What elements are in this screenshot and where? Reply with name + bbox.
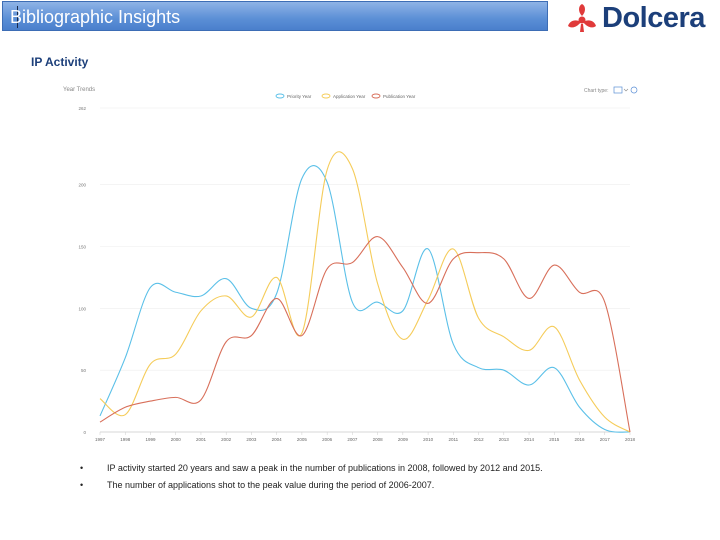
text-caret xyxy=(17,6,18,28)
notes-list: • IP activity started 20 years and saw a … xyxy=(80,460,700,494)
bullet-marker: • xyxy=(80,480,84,490)
chevron-down-icon xyxy=(623,88,629,92)
x-tick-label: 2018 xyxy=(625,437,636,442)
list-item: • The number of applications shot to the … xyxy=(80,477,700,494)
legend-label: Priority Year xyxy=(287,94,312,99)
x-tick-label: 2017 xyxy=(600,437,611,442)
x-tick-label: 2015 xyxy=(549,437,560,442)
title-bar: Bibliographic Insights xyxy=(2,1,548,31)
legend-label: Publication Year xyxy=(383,94,416,99)
x-tick-label: 2005 xyxy=(297,437,308,442)
x-tick-label: 1998 xyxy=(120,437,131,442)
legend-swatch xyxy=(275,93,285,99)
dolcera-logo-icon xyxy=(568,4,596,32)
page-title: Bibliographic Insights xyxy=(10,7,181,27)
section-title: IP Activity xyxy=(31,55,89,69)
x-tick-label: 2004 xyxy=(272,437,283,442)
y-tick-label: 0 xyxy=(83,430,86,435)
series-line xyxy=(99,151,631,433)
x-tick-label: 2010 xyxy=(423,437,434,442)
legend-swatch xyxy=(321,93,331,99)
x-tick-label: 2012 xyxy=(474,437,485,442)
x-tick-label: 2003 xyxy=(246,437,257,442)
chart-type-label: Chart type: xyxy=(584,88,608,94)
x-tick-label: 2011 xyxy=(448,437,458,442)
x-tick-label: 2014 xyxy=(524,437,535,442)
series-line xyxy=(99,236,631,433)
logo-wordmark: Dolcera xyxy=(602,2,705,34)
x-tick-label: 2016 xyxy=(575,437,586,442)
line-chart-icon xyxy=(613,86,623,94)
chart-svg: Year Trends Chart type: Priority Year Appli… xyxy=(63,86,638,442)
refresh-icon xyxy=(630,86,638,94)
series-line xyxy=(99,165,631,433)
x-tick-label: 2002 xyxy=(221,437,232,442)
x-tick-label: 2013 xyxy=(499,437,510,442)
y-tick-label: 150 xyxy=(78,245,86,250)
year-trends-chart: Year Trends Chart type: Priority Year Appli… xyxy=(58,82,640,447)
legend-label: Application Year xyxy=(333,94,366,99)
legend-swatch xyxy=(371,93,381,99)
y-tick-label: 50 xyxy=(81,368,87,373)
list-item: • IP activity started 20 years and saw a … xyxy=(80,460,700,477)
x-tick-label: 2008 xyxy=(373,437,384,442)
dolcera-logo: Dolcera xyxy=(566,2,718,36)
x-tick-label: 1997 xyxy=(95,437,106,442)
x-tick-label: 2000 xyxy=(171,437,182,442)
chart-title: Year Trends xyxy=(63,87,95,93)
bullet-marker: • xyxy=(80,463,84,473)
y-tick-label: 200 xyxy=(78,183,86,188)
y-tick-label: 262 xyxy=(78,106,86,111)
note-text: IP activity started 20 years and saw a p… xyxy=(107,463,543,473)
x-tick-label: 2007 xyxy=(347,437,358,442)
x-tick-label: 2006 xyxy=(322,437,333,442)
x-tick-label: 2009 xyxy=(398,437,409,442)
note-text: The number of applications shot to the p… xyxy=(107,480,435,490)
x-tick-label: 2001 xyxy=(196,437,207,442)
y-tick-label: 100 xyxy=(78,306,86,311)
x-tick-label: 1999 xyxy=(145,437,156,442)
